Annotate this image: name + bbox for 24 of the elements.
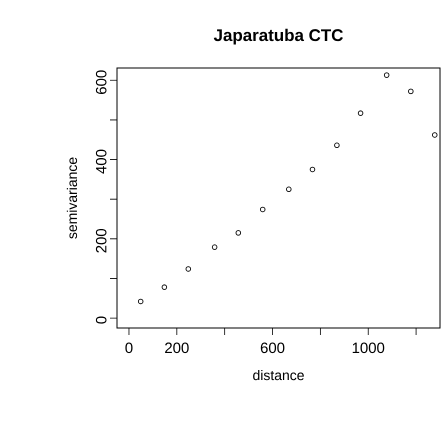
point (358, 110, 364, 116)
point (286, 186, 292, 192)
point (310, 166, 316, 172)
x-tick-label: 1000 (352, 342, 384, 354)
y-tick-label: 200 (96, 228, 106, 253)
y-tick-label: 600 (96, 70, 106, 94)
point (186, 266, 192, 272)
x-tick-label: 200 (165, 342, 189, 354)
chart-title: Japaratuba CTC (214, 28, 343, 44)
point (162, 284, 168, 290)
y-tick-label: 400 (96, 150, 106, 174)
point (334, 142, 340, 148)
x-tick-label: 600 (260, 342, 284, 354)
point (236, 230, 242, 236)
y-axis-title: semivariance (66, 158, 78, 239)
x-tick-label: 0 (125, 342, 133, 354)
y-tick-label: 0 (96, 316, 106, 324)
point (384, 72, 390, 78)
point (432, 132, 438, 138)
point (408, 88, 414, 94)
x-axis-title: distance (253, 370, 304, 380)
point (212, 244, 218, 250)
point (138, 298, 144, 304)
point (260, 206, 266, 212)
